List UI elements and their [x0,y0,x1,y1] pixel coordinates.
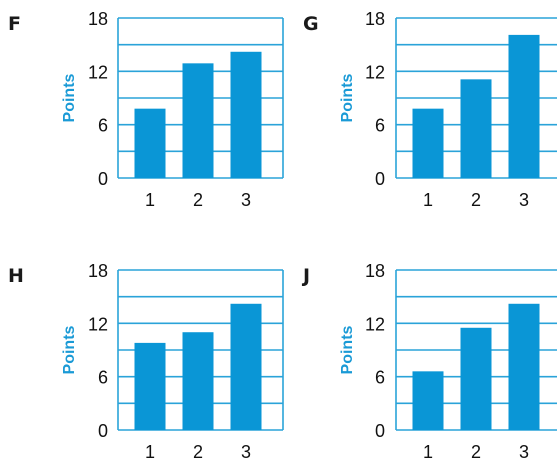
y-tick-label: 0 [98,421,108,441]
y-axis-label: Points [339,325,356,374]
bar [412,108,444,178]
y-tick-label: 6 [98,116,108,136]
bar [508,303,540,430]
bar [460,327,492,430]
x-tick-label: 3 [241,442,251,462]
y-tick-label: 18 [365,261,385,281]
bar [508,34,540,179]
x-tick-label: 1 [423,190,433,210]
x-tick-label: 2 [471,190,481,210]
panel-label: H [8,265,24,287]
x-tick-label: 3 [519,442,529,462]
bar [412,371,444,430]
x-tick-label: 2 [193,442,203,462]
y-tick-label: 0 [375,421,385,441]
y-tick-label: 12 [88,314,108,334]
y-tick-label: 18 [88,9,108,29]
bar [230,303,262,430]
bar [134,108,166,178]
y-tick-label: 6 [375,368,385,388]
x-tick-label: 2 [193,190,203,210]
x-tick-label: 2 [471,442,481,462]
y-tick-label: 18 [365,9,385,29]
y-axis-label: Points [61,325,78,374]
x-tick-label: 1 [145,190,155,210]
y-tick-label: 18 [88,261,108,281]
bar [134,342,166,430]
bar [460,79,492,178]
y-tick-label: 12 [365,314,385,334]
x-tick-label: 3 [519,190,529,210]
y-tick-label: 12 [365,62,385,82]
y-tick-label: 6 [98,368,108,388]
panel-label: J [301,265,310,287]
x-tick-label: 3 [241,190,251,210]
y-tick-label: 12 [88,62,108,82]
x-tick-label: 1 [423,442,433,462]
y-axis-label: Points [61,73,78,122]
y-axis-label: Points [339,73,356,122]
x-tick-label: 1 [145,442,155,462]
y-tick-label: 6 [375,116,385,136]
y-tick-label: 0 [375,169,385,189]
bar [182,332,214,430]
bar [182,63,214,179]
y-tick-label: 0 [98,169,108,189]
panel-label: F [8,13,21,35]
panel-label: G [303,13,319,35]
bar [230,51,262,178]
